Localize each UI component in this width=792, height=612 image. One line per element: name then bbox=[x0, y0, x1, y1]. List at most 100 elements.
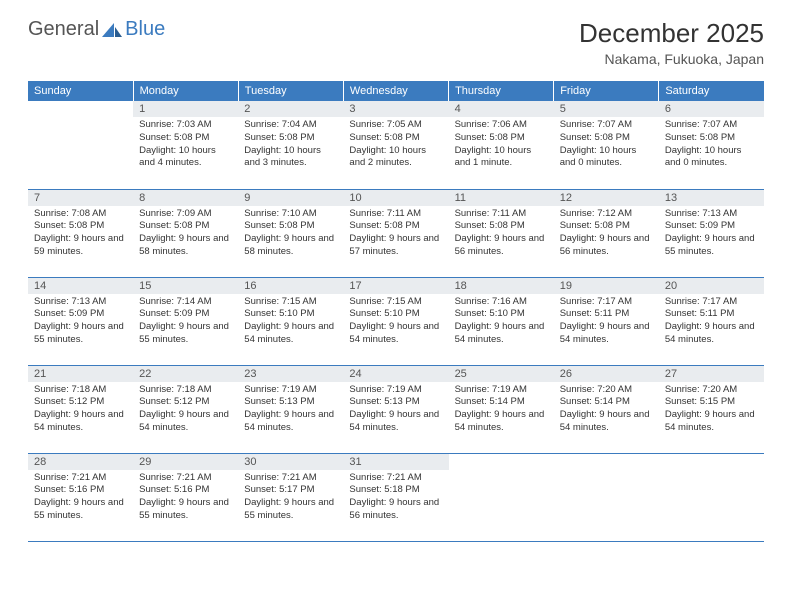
daylight-text: Daylight: 10 hours and 0 minutes. bbox=[560, 145, 653, 171]
calendar-day: 10Sunrise: 7:11 AMSunset: 5:08 PMDayligh… bbox=[343, 189, 448, 277]
day-content: Sunrise: 7:09 AMSunset: 5:08 PMDaylight:… bbox=[133, 206, 238, 263]
day-number: 3 bbox=[343, 101, 448, 117]
daylight-text: Daylight: 9 hours and 55 minutes. bbox=[139, 497, 232, 523]
sunrise-text: Sunrise: 7:20 AM bbox=[665, 384, 758, 397]
calendar-day bbox=[449, 453, 554, 541]
sunrise-text: Sunrise: 7:15 AM bbox=[244, 296, 337, 309]
calendar-day bbox=[554, 453, 659, 541]
sunset-text: Sunset: 5:16 PM bbox=[34, 484, 127, 497]
daylight-text: Daylight: 9 hours and 58 minutes. bbox=[139, 233, 232, 259]
day-content: Sunrise: 7:13 AMSunset: 5:09 PMDaylight:… bbox=[659, 206, 764, 263]
sunset-text: Sunset: 5:11 PM bbox=[665, 308, 758, 321]
sunset-text: Sunset: 5:13 PM bbox=[244, 396, 337, 409]
sunrise-text: Sunrise: 7:16 AM bbox=[455, 296, 548, 309]
logo-sail-icon bbox=[101, 22, 123, 38]
daylight-text: Daylight: 10 hours and 1 minute. bbox=[455, 145, 548, 171]
sunset-text: Sunset: 5:08 PM bbox=[244, 132, 337, 145]
day-number: 2 bbox=[238, 101, 343, 117]
calendar-week: 1Sunrise: 7:03 AMSunset: 5:08 PMDaylight… bbox=[28, 101, 764, 189]
sunset-text: Sunset: 5:10 PM bbox=[244, 308, 337, 321]
day-content: Sunrise: 7:20 AMSunset: 5:15 PMDaylight:… bbox=[659, 382, 764, 439]
day-content: Sunrise: 7:10 AMSunset: 5:08 PMDaylight:… bbox=[238, 206, 343, 263]
day-content: Sunrise: 7:05 AMSunset: 5:08 PMDaylight:… bbox=[343, 117, 448, 174]
sunrise-text: Sunrise: 7:18 AM bbox=[34, 384, 127, 397]
day-number: 12 bbox=[554, 190, 659, 206]
sunset-text: Sunset: 5:14 PM bbox=[560, 396, 653, 409]
sunrise-text: Sunrise: 7:21 AM bbox=[349, 472, 442, 485]
calendar-day: 6Sunrise: 7:07 AMSunset: 5:08 PMDaylight… bbox=[659, 101, 764, 189]
calendar-day: 2Sunrise: 7:04 AMSunset: 5:08 PMDaylight… bbox=[238, 101, 343, 189]
calendar-day: 5Sunrise: 7:07 AMSunset: 5:08 PMDaylight… bbox=[554, 101, 659, 189]
calendar-day: 20Sunrise: 7:17 AMSunset: 5:11 PMDayligh… bbox=[659, 277, 764, 365]
sunrise-text: Sunrise: 7:13 AM bbox=[34, 296, 127, 309]
daylight-text: Daylight: 9 hours and 57 minutes. bbox=[349, 233, 442, 259]
daylight-text: Daylight: 10 hours and 2 minutes. bbox=[349, 145, 442, 171]
calendar-day: 30Sunrise: 7:21 AMSunset: 5:17 PMDayligh… bbox=[238, 453, 343, 541]
sunrise-text: Sunrise: 7:20 AM bbox=[560, 384, 653, 397]
calendar-week: 28Sunrise: 7:21 AMSunset: 5:16 PMDayligh… bbox=[28, 453, 764, 541]
day-header: Sunday bbox=[28, 81, 133, 101]
daylight-text: Daylight: 9 hours and 54 minutes. bbox=[349, 409, 442, 435]
sunrise-text: Sunrise: 7:06 AM bbox=[455, 119, 548, 132]
day-number: 26 bbox=[554, 366, 659, 382]
day-content: Sunrise: 7:21 AMSunset: 5:18 PMDaylight:… bbox=[343, 470, 448, 527]
day-number: 4 bbox=[449, 101, 554, 117]
sunset-text: Sunset: 5:12 PM bbox=[139, 396, 232, 409]
day-number: 18 bbox=[449, 278, 554, 294]
sunrise-text: Sunrise: 7:13 AM bbox=[665, 208, 758, 221]
calendar-day: 14Sunrise: 7:13 AMSunset: 5:09 PMDayligh… bbox=[28, 277, 133, 365]
sunrise-text: Sunrise: 7:07 AM bbox=[560, 119, 653, 132]
day-content: Sunrise: 7:18 AMSunset: 5:12 PMDaylight:… bbox=[28, 382, 133, 439]
daylight-text: Daylight: 9 hours and 54 minutes. bbox=[560, 321, 653, 347]
daylight-text: Daylight: 9 hours and 54 minutes. bbox=[244, 321, 337, 347]
day-number: 22 bbox=[133, 366, 238, 382]
day-content: Sunrise: 7:20 AMSunset: 5:14 PMDaylight:… bbox=[554, 382, 659, 439]
sunrise-text: Sunrise: 7:03 AM bbox=[139, 119, 232, 132]
calendar-day: 27Sunrise: 7:20 AMSunset: 5:15 PMDayligh… bbox=[659, 365, 764, 453]
calendar-day: 4Sunrise: 7:06 AMSunset: 5:08 PMDaylight… bbox=[449, 101, 554, 189]
sunrise-text: Sunrise: 7:10 AM bbox=[244, 208, 337, 221]
sunset-text: Sunset: 5:08 PM bbox=[34, 220, 127, 233]
sunrise-text: Sunrise: 7:12 AM bbox=[560, 208, 653, 221]
day-number: 13 bbox=[659, 190, 764, 206]
calendar-day: 15Sunrise: 7:14 AMSunset: 5:09 PMDayligh… bbox=[133, 277, 238, 365]
daylight-text: Daylight: 9 hours and 54 minutes. bbox=[244, 409, 337, 435]
location: Nakama, Fukuoka, Japan bbox=[579, 51, 764, 67]
daylight-text: Daylight: 10 hours and 0 minutes. bbox=[665, 145, 758, 171]
logo-text-2: Blue bbox=[125, 18, 165, 41]
daylight-text: Daylight: 9 hours and 55 minutes. bbox=[34, 321, 127, 347]
sunset-text: Sunset: 5:08 PM bbox=[455, 220, 548, 233]
day-content: Sunrise: 7:08 AMSunset: 5:08 PMDaylight:… bbox=[28, 206, 133, 263]
day-number: 16 bbox=[238, 278, 343, 294]
daylight-text: Daylight: 9 hours and 55 minutes. bbox=[665, 233, 758, 259]
sunset-text: Sunset: 5:09 PM bbox=[139, 308, 232, 321]
day-content: Sunrise: 7:16 AMSunset: 5:10 PMDaylight:… bbox=[449, 294, 554, 351]
sunrise-text: Sunrise: 7:19 AM bbox=[244, 384, 337, 397]
day-number: 20 bbox=[659, 278, 764, 294]
sunset-text: Sunset: 5:08 PM bbox=[455, 132, 548, 145]
calendar-week: 21Sunrise: 7:18 AMSunset: 5:12 PMDayligh… bbox=[28, 365, 764, 453]
logo: General Blue bbox=[28, 18, 165, 41]
sunset-text: Sunset: 5:08 PM bbox=[139, 220, 232, 233]
calendar-day: 18Sunrise: 7:16 AMSunset: 5:10 PMDayligh… bbox=[449, 277, 554, 365]
daylight-text: Daylight: 9 hours and 55 minutes. bbox=[34, 497, 127, 523]
day-number: 14 bbox=[28, 278, 133, 294]
calendar-day bbox=[28, 101, 133, 189]
calendar-day: 9Sunrise: 7:10 AMSunset: 5:08 PMDaylight… bbox=[238, 189, 343, 277]
calendar-day: 12 Sunrise: 7:12 AMSunset: 5:08 PMDayligh… bbox=[554, 189, 659, 277]
calendar-day: 28Sunrise: 7:21 AMSunset: 5:16 PMDayligh… bbox=[28, 453, 133, 541]
day-number: 24 bbox=[343, 366, 448, 382]
calendar-day: 23 Sunrise: 7:19 AMSunset: 5:13 PMDayligh… bbox=[238, 365, 343, 453]
calendar-day: 29Sunrise: 7:21 AMSunset: 5:16 PMDayligh… bbox=[133, 453, 238, 541]
calendar-day: 1Sunrise: 7:03 AMSunset: 5:08 PMDaylight… bbox=[133, 101, 238, 189]
sunset-text: Sunset: 5:08 PM bbox=[560, 220, 653, 233]
sunset-text: Sunset: 5:16 PM bbox=[139, 484, 232, 497]
daylight-text: Daylight: 9 hours and 56 minutes. bbox=[560, 233, 653, 259]
daylight-text: Daylight: 9 hours and 54 minutes. bbox=[349, 321, 442, 347]
day-content: Sunrise: 7:11 AMSunset: 5:08 PMDaylight:… bbox=[343, 206, 448, 263]
calendar-table: SundayMondayTuesdayWednesdayThursdayFrid… bbox=[28, 81, 764, 542]
calendar-day: 26Sunrise: 7:20 AMSunset: 5:14 PMDayligh… bbox=[554, 365, 659, 453]
day-number: 23 bbox=[238, 366, 343, 382]
day-content: Sunrise: 7:06 AMSunset: 5:08 PMDaylight:… bbox=[449, 117, 554, 174]
day-header: Thursday bbox=[449, 81, 554, 101]
